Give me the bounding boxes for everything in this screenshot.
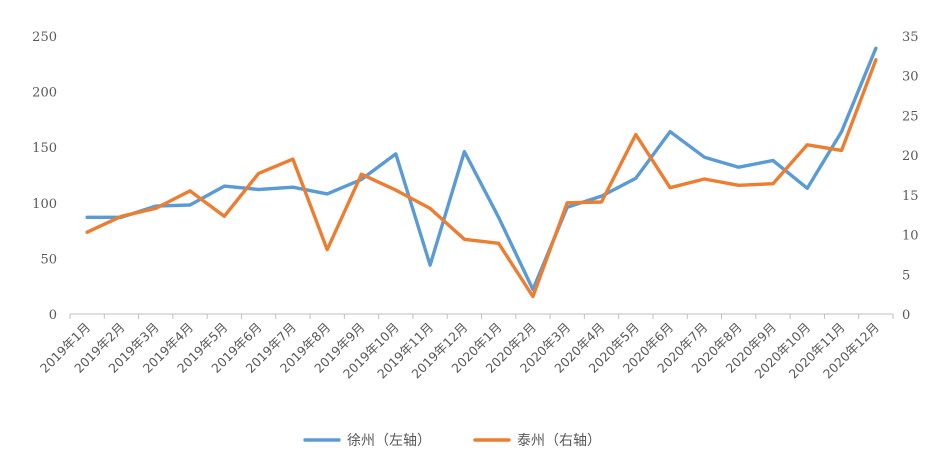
- y-left-tick-label: 200: [32, 86, 57, 101]
- y-right-tick-label: 0: [902, 308, 910, 323]
- y-right-tick-label: 15: [902, 189, 919, 204]
- y-right-tick-label: 5: [902, 268, 910, 283]
- y-right-tick-label: 35: [902, 30, 919, 45]
- legend-label: 徐州（左轴）: [347, 433, 431, 449]
- legend: 徐州（左轴） 泰州（右轴）: [303, 433, 601, 449]
- y-left-tick-label: 0: [49, 308, 57, 323]
- y-left-tick-label: 100: [32, 197, 57, 212]
- y-right-tick-label: 30: [902, 70, 919, 85]
- series-layer: [85, 46, 878, 299]
- series-line-taizhou: [85, 58, 878, 299]
- y-right-tick-label: 20: [902, 149, 919, 164]
- series-line-xuzhou: [85, 46, 878, 292]
- y-left-tick-label: 150: [32, 141, 57, 156]
- y-left-tick-label: 50: [40, 252, 57, 267]
- y-right-tick-label: 10: [902, 229, 919, 244]
- legend-label: 泰州（右轴）: [517, 433, 601, 449]
- y-right-tick-label: 25: [902, 109, 919, 124]
- y-left-tick-label: 250: [32, 30, 57, 45]
